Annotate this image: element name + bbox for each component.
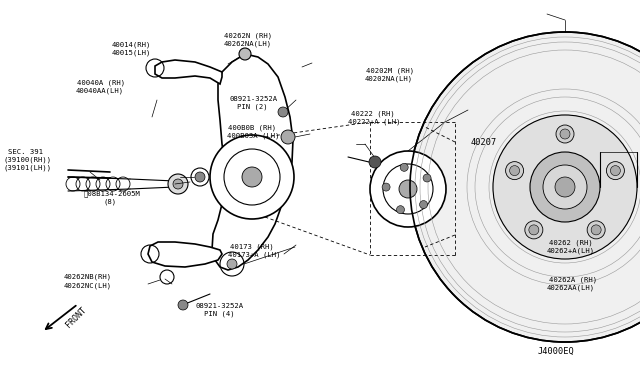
Text: 40262NB(RH): 40262NB(RH) bbox=[64, 274, 112, 280]
Circle shape bbox=[530, 152, 600, 222]
Circle shape bbox=[281, 130, 295, 144]
Text: 40173 (RH): 40173 (RH) bbox=[230, 243, 274, 250]
Text: J4000EQ: J4000EQ bbox=[538, 347, 574, 356]
Text: 40262+A(LH): 40262+A(LH) bbox=[547, 247, 595, 254]
Text: 400B03A (LH): 400B03A (LH) bbox=[227, 132, 280, 139]
Text: PIN (4): PIN (4) bbox=[204, 310, 234, 317]
Text: 08921-3252A: 08921-3252A bbox=[195, 303, 243, 309]
Text: 40222+A (LH): 40222+A (LH) bbox=[348, 118, 401, 125]
Text: 40262N (RH): 40262N (RH) bbox=[224, 32, 272, 39]
Text: 40222 (RH): 40222 (RH) bbox=[351, 110, 394, 117]
Circle shape bbox=[370, 151, 446, 227]
Circle shape bbox=[607, 161, 625, 180]
Text: 40262NA(LH): 40262NA(LH) bbox=[224, 40, 272, 47]
Polygon shape bbox=[155, 60, 222, 84]
Text: PIN (2): PIN (2) bbox=[237, 104, 268, 110]
Circle shape bbox=[239, 48, 251, 60]
Text: (8): (8) bbox=[104, 198, 117, 205]
Circle shape bbox=[560, 129, 570, 139]
Text: 400B0B (RH): 400B0B (RH) bbox=[228, 124, 276, 131]
Circle shape bbox=[509, 166, 520, 176]
Circle shape bbox=[396, 206, 404, 214]
Circle shape bbox=[493, 115, 637, 259]
Text: SEC. 391: SEC. 391 bbox=[8, 149, 43, 155]
Circle shape bbox=[227, 259, 237, 269]
Circle shape bbox=[382, 183, 390, 191]
Circle shape bbox=[529, 225, 539, 235]
Circle shape bbox=[173, 179, 183, 189]
Text: 40262AA(LH): 40262AA(LH) bbox=[547, 285, 595, 291]
Text: 40040AA(LH): 40040AA(LH) bbox=[76, 87, 124, 94]
Text: 40173+A (LH): 40173+A (LH) bbox=[228, 251, 280, 258]
Text: (39100(RH)): (39100(RH)) bbox=[4, 156, 52, 163]
Text: FRONT: FRONT bbox=[64, 305, 88, 329]
Text: 08B134-2605M: 08B134-2605M bbox=[83, 190, 140, 197]
Circle shape bbox=[506, 161, 524, 180]
Text: 40202NA(LH): 40202NA(LH) bbox=[365, 76, 413, 82]
Circle shape bbox=[399, 180, 417, 198]
Text: 40207: 40207 bbox=[470, 138, 497, 147]
Text: 40202M (RH): 40202M (RH) bbox=[366, 67, 414, 74]
Polygon shape bbox=[212, 54, 293, 270]
Circle shape bbox=[587, 221, 605, 239]
Circle shape bbox=[210, 135, 294, 219]
Circle shape bbox=[410, 32, 640, 342]
Polygon shape bbox=[148, 242, 222, 267]
Text: 40262 (RH): 40262 (RH) bbox=[549, 239, 593, 246]
Circle shape bbox=[543, 165, 587, 209]
Circle shape bbox=[278, 107, 288, 117]
Circle shape bbox=[423, 174, 431, 182]
Text: (39101(LH)): (39101(LH)) bbox=[4, 164, 52, 171]
Circle shape bbox=[195, 172, 205, 182]
Text: 40015(LH): 40015(LH) bbox=[112, 49, 152, 56]
Text: 40040A (RH): 40040A (RH) bbox=[77, 79, 125, 86]
Circle shape bbox=[611, 166, 620, 176]
Text: 40262NC(LH): 40262NC(LH) bbox=[64, 282, 112, 289]
Circle shape bbox=[178, 300, 188, 310]
Circle shape bbox=[556, 125, 574, 143]
Circle shape bbox=[400, 163, 408, 171]
Circle shape bbox=[525, 221, 543, 239]
Circle shape bbox=[242, 167, 262, 187]
Circle shape bbox=[555, 177, 575, 197]
Circle shape bbox=[369, 156, 381, 168]
Circle shape bbox=[591, 225, 601, 235]
Circle shape bbox=[420, 201, 428, 209]
Text: 40262A (RH): 40262A (RH) bbox=[549, 276, 597, 283]
Text: 08921-3252A: 08921-3252A bbox=[229, 96, 277, 102]
Text: 40014(RH): 40014(RH) bbox=[112, 41, 152, 48]
Circle shape bbox=[168, 174, 188, 194]
